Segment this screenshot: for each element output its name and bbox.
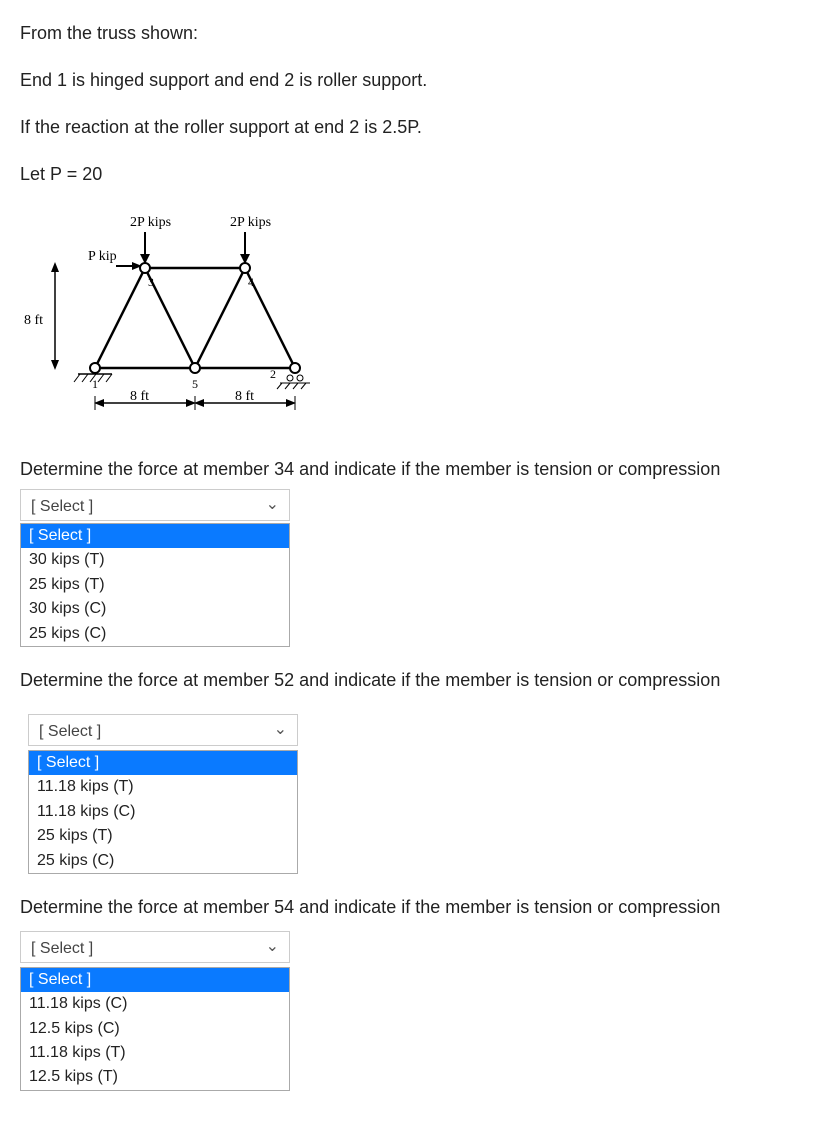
height-label: 8 ft: [24, 313, 43, 328]
intro-line-3: If the reaction at the roller support at…: [20, 114, 804, 141]
truss-diagram: 2P kips 2P kips P kip 8 ft 1: [20, 208, 804, 426]
q1-option-0[interactable]: [ Select ]: [21, 524, 289, 548]
load-1-label: 2P kips: [130, 215, 171, 230]
q3-select[interactable]: [ Select ] ⌄: [20, 931, 290, 963]
q2-select[interactable]: [ Select ] ⌄: [28, 714, 298, 746]
question-3: Determine the force at member 54 and ind…: [20, 894, 804, 1091]
question-1: Determine the force at member 34 and ind…: [20, 456, 804, 647]
q1-option-1[interactable]: 30 kips (T): [21, 548, 289, 572]
q2-option-0[interactable]: [ Select ]: [29, 751, 297, 775]
intro-line-2: End 1 is hinged support and end 2 is rol…: [20, 67, 804, 94]
q2-select-value: [ Select ]: [39, 723, 101, 740]
load-2-label: 2P kips: [230, 215, 271, 230]
q2-dropdown[interactable]: [ Select ] 11.18 kips (T) 11.18 kips (C)…: [28, 750, 298, 874]
node1: 1: [92, 377, 98, 391]
question-2-text: Determine the force at member 52 and ind…: [20, 667, 804, 694]
q1-option-4[interactable]: 25 kips (C): [21, 622, 289, 646]
q3-option-1[interactable]: 11.18 kips (C): [21, 992, 289, 1016]
chevron-down-icon: ⌄: [274, 722, 287, 738]
q1-select-value: [ Select ]: [31, 498, 93, 515]
node5: 5: [192, 377, 198, 391]
q1-option-3[interactable]: 30 kips (C): [21, 597, 289, 621]
question-3-text: Determine the force at member 54 and ind…: [20, 894, 804, 921]
intro-line-1: From the truss shown:: [20, 20, 804, 47]
q2-option-3[interactable]: 25 kips (T): [29, 824, 297, 848]
question-1-text: Determine the force at member 34 and ind…: [20, 456, 804, 483]
q2-option-4[interactable]: 25 kips (C): [29, 849, 297, 873]
node3: 3: [148, 275, 154, 289]
chevron-down-icon: ⌄: [266, 497, 279, 513]
q2-option-2[interactable]: 11.18 kips (C): [29, 800, 297, 824]
q3-option-3[interactable]: 11.18 kips (T): [21, 1041, 289, 1065]
node2: 2: [270, 367, 276, 381]
q1-dropdown[interactable]: [ Select ] 30 kips (T) 25 kips (T) 30 ki…: [20, 523, 290, 647]
q3-dropdown[interactable]: [ Select ] 11.18 kips (C) 12.5 kips (C) …: [20, 967, 290, 1091]
intro-line-4: Let P = 20: [20, 161, 804, 188]
node4: 4: [248, 275, 254, 289]
intro-block: From the truss shown: End 1 is hinged su…: [20, 20, 804, 188]
chevron-down-icon: ⌄: [266, 939, 279, 955]
q1-option-2[interactable]: 25 kips (T): [21, 573, 289, 597]
span1-label: 8 ft: [130, 389, 149, 404]
q2-option-1[interactable]: 11.18 kips (T): [29, 775, 297, 799]
question-2: Determine the force at member 52 and ind…: [20, 667, 804, 874]
q3-option-4[interactable]: 12.5 kips (T): [21, 1065, 289, 1089]
span2-label: 8 ft: [235, 389, 254, 404]
q3-select-value: [ Select ]: [31, 940, 93, 957]
p-label: P kip: [88, 249, 117, 264]
q3-option-2[interactable]: 12.5 kips (C): [21, 1017, 289, 1041]
q1-select[interactable]: [ Select ] ⌄: [20, 489, 290, 521]
q3-option-0[interactable]: [ Select ]: [21, 968, 289, 992]
